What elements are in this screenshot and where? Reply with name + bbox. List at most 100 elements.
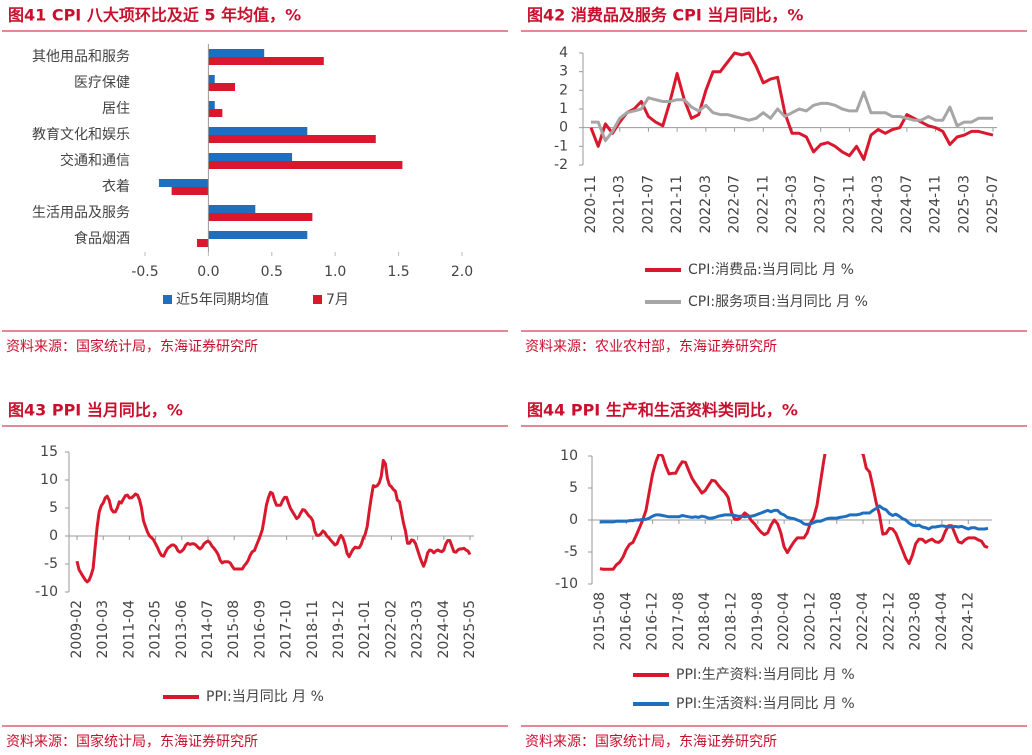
x-tick-label: 2023-08 bbox=[908, 592, 924, 651]
source-note: 资料来源：国家统计局，东海证券研究所 bbox=[6, 338, 258, 355]
bar bbox=[208, 161, 403, 169]
y-tick-label: 1 bbox=[559, 101, 568, 117]
x-tick-label: 2020-11 bbox=[583, 175, 599, 234]
x-tick-label: 2025-05 bbox=[462, 600, 478, 659]
x-tick-label: 2020-04 bbox=[776, 592, 792, 651]
x-tick-label: 1.5 bbox=[387, 264, 409, 280]
bar bbox=[196, 239, 209, 247]
category-label: 交通和通信 bbox=[60, 152, 130, 169]
y-tick-label: 15 bbox=[40, 444, 58, 460]
category-label: 居住 bbox=[102, 101, 130, 117]
bar bbox=[208, 75, 215, 83]
y-tick-label: -10 bbox=[555, 576, 578, 592]
legend-label: CPI:服务项目:当月同比 月 % bbox=[688, 294, 868, 310]
x-tick-label: 0.5 bbox=[261, 264, 283, 280]
bar bbox=[208, 213, 313, 221]
y-tick-label: -2 bbox=[554, 157, 568, 173]
bar bbox=[171, 187, 209, 195]
bar bbox=[208, 109, 223, 117]
bar bbox=[208, 101, 215, 109]
legend-swatch bbox=[163, 295, 172, 304]
x-tick-label: 2017-08 bbox=[671, 592, 687, 651]
panel-title: 图41 CPI 八大项环比及近 5 年均值，% bbox=[8, 6, 301, 25]
series-line bbox=[599, 454, 989, 571]
bar bbox=[208, 83, 236, 91]
legend-label: PPI:当月同比 月 % bbox=[206, 689, 324, 705]
x-tick-label: 2021-07 bbox=[640, 175, 656, 234]
x-tick-label: 2021-01 bbox=[357, 600, 373, 659]
x-tick-label: 2025-07 bbox=[985, 175, 1001, 234]
series-line bbox=[591, 90, 993, 143]
x-tick-label: 2022-07 bbox=[727, 175, 743, 234]
category-label: 食品烟酒 bbox=[74, 230, 130, 247]
x-tick-label: 2020-12 bbox=[802, 592, 818, 651]
x-tick-label: 2023-03 bbox=[410, 600, 426, 659]
x-tick-label: 2016-09 bbox=[252, 600, 268, 659]
x-tick-label: 2012-05 bbox=[148, 600, 164, 659]
y-tick-label: 0 bbox=[569, 512, 578, 528]
x-tick-label: 2022-11 bbox=[755, 175, 771, 234]
bar bbox=[158, 179, 209, 187]
x-tick-label: 2018-11 bbox=[305, 600, 321, 659]
bar bbox=[208, 153, 293, 161]
y-tick-label: 10 bbox=[40, 472, 58, 488]
x-tick-label: 2024-12 bbox=[960, 592, 976, 651]
x-tick-label: 2023-07 bbox=[813, 175, 829, 234]
bar bbox=[208, 49, 265, 57]
x-tick-label: 0.0 bbox=[197, 264, 219, 280]
x-tick-label: 2019-08 bbox=[750, 592, 766, 651]
x-tick-label: 2022-02 bbox=[383, 600, 399, 659]
y-tick-label: 10 bbox=[560, 448, 578, 464]
y-tick-label: -5 bbox=[44, 556, 58, 572]
source-note: 资料来源：国家统计局，东海证券研究所 bbox=[6, 733, 258, 750]
x-tick-label: 2022-03 bbox=[698, 175, 714, 234]
x-tick-label: 2024-04 bbox=[934, 592, 950, 651]
y-tick-label: 2 bbox=[559, 82, 568, 98]
x-tick-label: 2023-03 bbox=[784, 175, 800, 234]
series-line bbox=[75, 458, 472, 584]
x-tick-label: 2011-04 bbox=[121, 600, 137, 659]
x-tick-label: 1.0 bbox=[324, 264, 346, 280]
x-tick-label: 2017-10 bbox=[279, 600, 295, 659]
y-tick-label: -10 bbox=[35, 584, 58, 600]
legend-label: 7月 bbox=[326, 292, 349, 308]
x-tick-label: 2021-03 bbox=[612, 175, 628, 234]
bar bbox=[208, 205, 256, 213]
x-tick-label: 2010-03 bbox=[95, 600, 111, 659]
panel-title: 图42 消费品及服务 CPI 当月同比，% bbox=[527, 6, 803, 25]
y-tick-label: -1 bbox=[554, 138, 568, 154]
bar bbox=[208, 231, 308, 239]
x-tick-label: 2024-03 bbox=[870, 175, 886, 234]
x-tick-label: 2018-04 bbox=[697, 592, 713, 651]
legend-label: CPI:消费品:当月同比 月 % bbox=[688, 262, 854, 278]
x-tick-label: 2016-04 bbox=[618, 592, 634, 651]
y-tick-label: 3 bbox=[559, 64, 568, 80]
legend-label: 近5年同期均值 bbox=[176, 292, 269, 308]
y-tick-label: 4 bbox=[559, 45, 568, 61]
panel-title: 图43 PPI 当月同比，% bbox=[8, 401, 183, 420]
x-tick-label: 2025-03 bbox=[956, 175, 972, 234]
x-tick-label: 2021-11 bbox=[669, 175, 685, 234]
x-tick-label: 2024-07 bbox=[899, 175, 915, 234]
x-tick-label: 2022-04 bbox=[855, 592, 871, 651]
x-tick-label: 2015-08 bbox=[592, 592, 608, 651]
category-label: 其他用品和服务 bbox=[32, 49, 130, 65]
series-line bbox=[600, 504, 989, 531]
y-tick-label: 0 bbox=[559, 120, 568, 136]
category-label: 衣着 bbox=[102, 179, 130, 195]
category-label: 教育文化和娱乐 bbox=[32, 127, 130, 143]
source-note: 资料来源：农业农村部，东海证券研究所 bbox=[525, 339, 777, 355]
legend-label: PPI:生产资料:当月同比 月 % bbox=[676, 667, 855, 683]
x-tick-label: -0.5 bbox=[131, 264, 158, 280]
x-tick-label: 2024-04 bbox=[436, 600, 452, 659]
x-tick-label: 2019-12 bbox=[331, 600, 347, 659]
legend-label: PPI:生活资料:当月同比 月 % bbox=[676, 696, 855, 712]
x-tick-label: 2016-12 bbox=[645, 592, 661, 651]
y-tick-label: -5 bbox=[564, 544, 578, 560]
legend-swatch bbox=[313, 295, 322, 304]
x-tick-label: 2.0 bbox=[451, 264, 473, 280]
x-tick-label: 2022-12 bbox=[881, 592, 897, 651]
y-tick-label: 5 bbox=[49, 500, 58, 516]
x-tick-label: 2015-08 bbox=[226, 600, 242, 659]
